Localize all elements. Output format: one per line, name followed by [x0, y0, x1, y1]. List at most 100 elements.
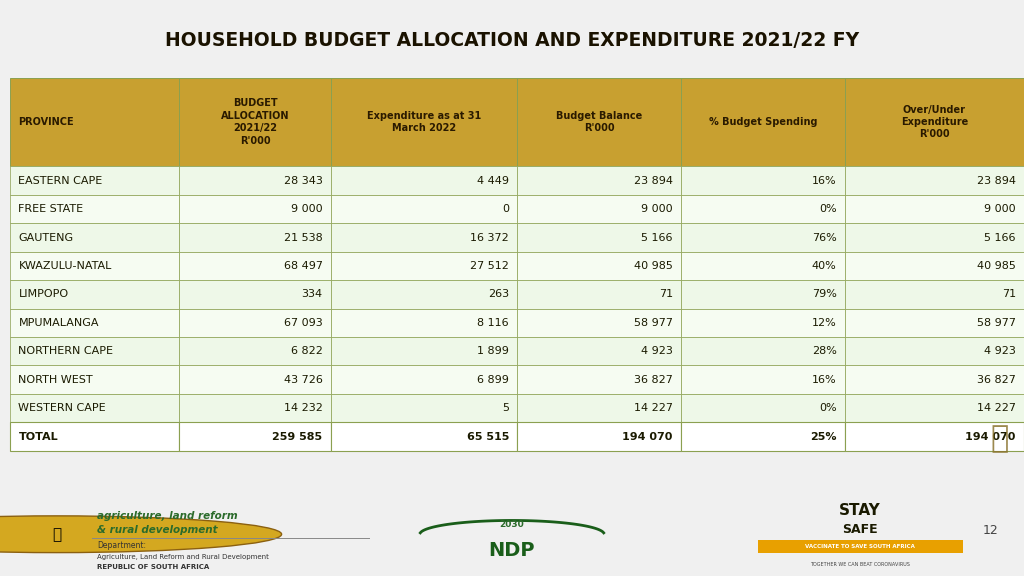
- FancyBboxPatch shape: [517, 166, 681, 195]
- Text: 16%: 16%: [812, 176, 837, 185]
- FancyBboxPatch shape: [179, 78, 331, 166]
- FancyBboxPatch shape: [179, 365, 331, 394]
- Text: 79%: 79%: [812, 289, 837, 300]
- FancyBboxPatch shape: [845, 394, 1024, 422]
- Text: 36 827: 36 827: [977, 374, 1016, 385]
- Text: SAFE: SAFE: [843, 523, 878, 536]
- Text: 4 449: 4 449: [477, 176, 509, 185]
- FancyBboxPatch shape: [681, 394, 845, 422]
- Text: PROVINCE: PROVINCE: [18, 117, 74, 127]
- FancyBboxPatch shape: [758, 540, 963, 554]
- Text: 14 227: 14 227: [977, 403, 1016, 413]
- Text: 36 827: 36 827: [634, 374, 673, 385]
- FancyBboxPatch shape: [10, 195, 179, 223]
- Text: 71: 71: [658, 289, 673, 300]
- FancyBboxPatch shape: [10, 309, 179, 337]
- FancyBboxPatch shape: [681, 309, 845, 337]
- Text: REPUBLIC OF SOUTH AFRICA: REPUBLIC OF SOUTH AFRICA: [97, 564, 210, 570]
- Text: 194 070: 194 070: [623, 431, 673, 442]
- FancyBboxPatch shape: [845, 252, 1024, 280]
- FancyBboxPatch shape: [681, 422, 845, 451]
- Text: NORTH WEST: NORTH WEST: [18, 374, 93, 385]
- Text: 43 726: 43 726: [284, 374, 323, 385]
- FancyBboxPatch shape: [179, 195, 331, 223]
- FancyBboxPatch shape: [517, 394, 681, 422]
- FancyBboxPatch shape: [10, 166, 179, 195]
- FancyBboxPatch shape: [845, 223, 1024, 252]
- FancyBboxPatch shape: [845, 309, 1024, 337]
- Text: 5: 5: [502, 403, 509, 413]
- FancyBboxPatch shape: [845, 365, 1024, 394]
- Text: NORTHERN CAPE: NORTHERN CAPE: [18, 346, 114, 356]
- FancyBboxPatch shape: [10, 365, 179, 394]
- Text: Department:: Department:: [97, 541, 146, 551]
- FancyBboxPatch shape: [331, 280, 517, 309]
- Text: 6 899: 6 899: [477, 374, 509, 385]
- Text: 5 166: 5 166: [984, 233, 1016, 242]
- Text: 16%: 16%: [812, 374, 837, 385]
- FancyBboxPatch shape: [331, 337, 517, 365]
- Text: 0: 0: [502, 204, 509, 214]
- FancyBboxPatch shape: [681, 365, 845, 394]
- FancyBboxPatch shape: [517, 309, 681, 337]
- FancyBboxPatch shape: [10, 337, 179, 365]
- FancyBboxPatch shape: [331, 195, 517, 223]
- Text: 14 232: 14 232: [284, 403, 323, 413]
- Text: 9 000: 9 000: [641, 204, 673, 214]
- Circle shape: [0, 516, 282, 552]
- Text: 16 372: 16 372: [470, 233, 509, 242]
- Text: 5 166: 5 166: [641, 233, 673, 242]
- Text: LIMPOPO: LIMPOPO: [18, 289, 69, 300]
- FancyBboxPatch shape: [179, 394, 331, 422]
- Text: 4 923: 4 923: [984, 346, 1016, 356]
- Text: Agriculture, Land Reform and Rural Development: Agriculture, Land Reform and Rural Devel…: [97, 554, 269, 560]
- FancyBboxPatch shape: [10, 422, 179, 451]
- FancyBboxPatch shape: [179, 309, 331, 337]
- FancyBboxPatch shape: [681, 252, 845, 280]
- FancyBboxPatch shape: [10, 394, 179, 422]
- FancyBboxPatch shape: [179, 280, 331, 309]
- Text: & rural development: & rural development: [97, 525, 218, 535]
- FancyBboxPatch shape: [845, 166, 1024, 195]
- FancyBboxPatch shape: [681, 223, 845, 252]
- Text: 27 512: 27 512: [470, 261, 509, 271]
- Text: 28%: 28%: [812, 346, 837, 356]
- Text: 76%: 76%: [812, 233, 837, 242]
- FancyBboxPatch shape: [331, 422, 517, 451]
- Text: Over/Under
Expenditure
R'000: Over/Under Expenditure R'000: [901, 105, 968, 139]
- Text: 259 585: 259 585: [272, 431, 323, 442]
- Text: 23 894: 23 894: [634, 176, 673, 185]
- Text: 9 000: 9 000: [291, 204, 323, 214]
- FancyBboxPatch shape: [681, 166, 845, 195]
- Text: FREE STATE: FREE STATE: [18, 204, 84, 214]
- Text: 2030: 2030: [500, 520, 524, 529]
- FancyBboxPatch shape: [845, 78, 1024, 166]
- Text: 58 977: 58 977: [977, 318, 1016, 328]
- FancyBboxPatch shape: [681, 78, 845, 166]
- Text: 40 985: 40 985: [977, 261, 1016, 271]
- Text: MPUMALANGA: MPUMALANGA: [18, 318, 99, 328]
- Text: 4 923: 4 923: [641, 346, 673, 356]
- FancyBboxPatch shape: [10, 280, 179, 309]
- FancyBboxPatch shape: [179, 252, 331, 280]
- Text: 12: 12: [983, 524, 998, 537]
- Text: VACCINATE TO SAVE SOUTH AFRICA: VACCINATE TO SAVE SOUTH AFRICA: [805, 544, 915, 550]
- Text: 334: 334: [301, 289, 323, 300]
- Text: EASTERN CAPE: EASTERN CAPE: [18, 176, 102, 185]
- Text: 1 899: 1 899: [477, 346, 509, 356]
- Text: Budget Balance
R'000: Budget Balance R'000: [556, 111, 642, 133]
- FancyBboxPatch shape: [681, 337, 845, 365]
- FancyBboxPatch shape: [331, 309, 517, 337]
- FancyBboxPatch shape: [10, 223, 179, 252]
- Text: 40 985: 40 985: [634, 261, 673, 271]
- FancyBboxPatch shape: [845, 280, 1024, 309]
- FancyBboxPatch shape: [517, 252, 681, 280]
- FancyBboxPatch shape: [845, 422, 1024, 451]
- Text: 🌾: 🌾: [990, 424, 1009, 453]
- Text: 9 000: 9 000: [984, 204, 1016, 214]
- FancyBboxPatch shape: [179, 223, 331, 252]
- FancyBboxPatch shape: [517, 78, 681, 166]
- Text: 6 822: 6 822: [291, 346, 323, 356]
- FancyBboxPatch shape: [10, 78, 179, 166]
- Text: HOUSEHOLD BUDGET ALLOCATION AND EXPENDITURE 2021/22 FY: HOUSEHOLD BUDGET ALLOCATION AND EXPENDIT…: [165, 31, 859, 50]
